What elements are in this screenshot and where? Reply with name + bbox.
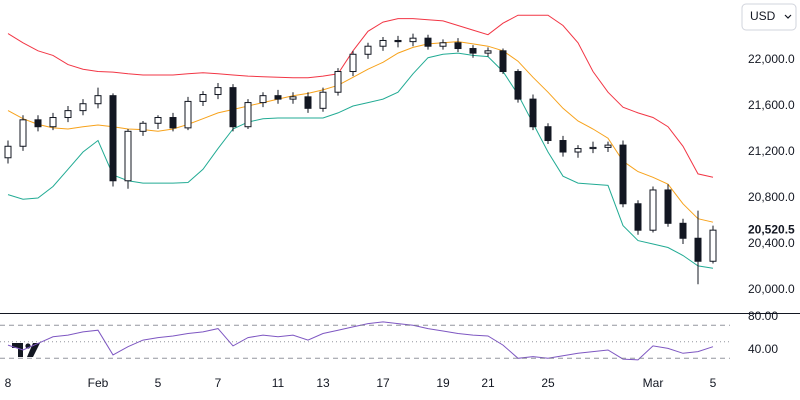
candle-body <box>334 71 342 93</box>
candle-body <box>484 50 492 54</box>
candle-body <box>709 229 717 262</box>
x-tick-label: 8 <box>5 376 12 390</box>
chevron <box>784 14 792 19</box>
x-tick-label: 13 <box>316 376 330 390</box>
candle-body <box>439 42 447 47</box>
x-tick-label: 11 <box>272 376 285 390</box>
bollinger-band <box>7 41 714 223</box>
x-tick-label: 17 <box>376 376 390 390</box>
candle-body <box>49 117 57 128</box>
rsi-line <box>7 321 714 361</box>
candle-body <box>109 95 117 182</box>
candle-body <box>214 87 222 96</box>
candle-body <box>184 100 192 129</box>
currency-dropdown[interactable]: USD <box>741 3 797 31</box>
y-tick-label: 22,000.0 <box>748 52 795 66</box>
last-price-label: 20,520.5 <box>748 222 795 236</box>
x-tick-label: 5 <box>155 376 162 390</box>
candle-body <box>604 144 612 148</box>
candle-body <box>409 37 417 43</box>
candle-body <box>364 45 372 55</box>
candle-body <box>4 145 12 159</box>
candle-body <box>319 91 327 109</box>
candle-body <box>259 95 267 104</box>
candle-body <box>574 148 582 153</box>
candle-body <box>274 95 282 100</box>
candle-body <box>379 39 387 47</box>
candle-body <box>424 37 432 47</box>
candle-body <box>469 48 477 54</box>
rsi-tick-label: 80.00 <box>748 309 778 323</box>
candle-body <box>199 94 207 102</box>
candle-body <box>79 103 87 112</box>
candle-body <box>649 189 657 231</box>
rsi-tick-label: 40.00 <box>748 342 778 356</box>
x-tick-label: Feb <box>88 376 109 390</box>
x-tick-label: 5 <box>710 376 717 390</box>
candle-body <box>289 96 297 100</box>
candle-body <box>529 98 537 128</box>
x-tick-label: 21 <box>481 376 495 390</box>
candle-body <box>244 102 252 128</box>
candle-body <box>544 126 552 142</box>
candle-body <box>499 50 507 73</box>
candle-body <box>454 42 462 50</box>
candle-body <box>664 189 672 224</box>
candle-body <box>589 146 597 150</box>
candle-body <box>619 144 627 205</box>
y-tick-label: 21,600.0 <box>748 98 795 112</box>
candle-body <box>64 110 72 119</box>
y-tick-label: 20,000.0 <box>748 282 795 296</box>
candle-body <box>679 222 687 239</box>
bollinger-band <box>7 14 714 178</box>
x-tick-label: 7 <box>215 376 222 390</box>
candle-body <box>229 87 237 128</box>
y-tick-label: 21,200.0 <box>748 144 795 158</box>
candle-body <box>124 130 132 182</box>
candle-body <box>559 140 567 153</box>
candle-body <box>94 95 102 105</box>
candle-body <box>394 39 402 43</box>
candle-body <box>19 119 27 147</box>
candle-body <box>304 96 312 109</box>
candle-body <box>34 119 42 128</box>
candle-body <box>169 117 177 129</box>
x-tick-label: 19 <box>436 376 450 390</box>
candle-body <box>634 203 642 231</box>
candle-body <box>694 237 702 262</box>
tv-logo <box>12 343 40 357</box>
y-tick-label: 20,400.0 <box>748 236 795 250</box>
candle-body <box>139 122 147 132</box>
candle-body <box>154 117 162 124</box>
y-tick-label: 20,800.0 <box>748 190 795 204</box>
candle-body <box>514 71 522 100</box>
currency-label[interactable]: USD <box>750 9 776 23</box>
x-tick-label: 25 <box>541 376 555 390</box>
dropdown-box[interactable] <box>741 3 797 31</box>
x-tick-label: Mar <box>643 376 664 390</box>
candle-body <box>349 53 357 73</box>
